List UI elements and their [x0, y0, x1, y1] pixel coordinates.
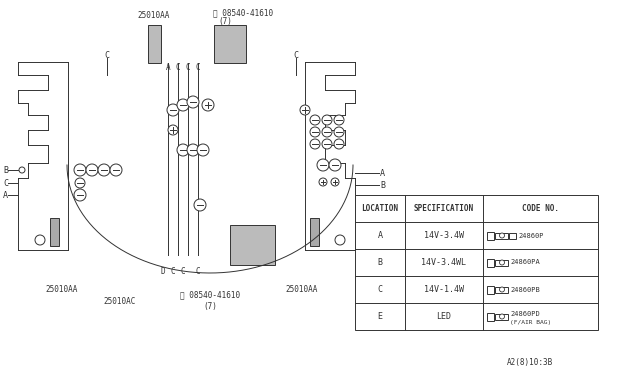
Text: (7): (7) [203, 301, 217, 311]
Circle shape [168, 125, 178, 135]
Bar [495, 232, 508, 238]
Circle shape [331, 178, 339, 186]
Circle shape [177, 99, 189, 111]
Bar [148, 25, 161, 63]
Circle shape [187, 144, 199, 156]
Bar [355, 195, 598, 330]
Text: 14V-3.4WL: 14V-3.4WL [422, 258, 467, 267]
Circle shape [75, 178, 85, 188]
Circle shape [319, 178, 327, 186]
Text: 25010AA: 25010AA [138, 11, 170, 20]
Circle shape [86, 164, 98, 176]
Circle shape [98, 164, 110, 176]
Bar [487, 259, 494, 266]
Circle shape [197, 144, 209, 156]
Circle shape [329, 159, 341, 171]
Text: C: C [196, 62, 200, 71]
Text: 14V-3.4W: 14V-3.4W [424, 231, 464, 240]
Text: 25010AA: 25010AA [286, 285, 318, 295]
Text: A: A [378, 231, 383, 240]
Bar [50, 218, 59, 246]
Circle shape [300, 105, 310, 115]
Text: C: C [196, 267, 200, 276]
Bar [310, 218, 319, 246]
Bar [509, 232, 516, 238]
Circle shape [187, 96, 199, 108]
Circle shape [310, 127, 320, 137]
Bar [214, 25, 246, 63]
Text: D: D [161, 267, 165, 276]
Bar [495, 314, 508, 320]
Circle shape [499, 287, 504, 292]
Circle shape [334, 127, 344, 137]
Circle shape [35, 235, 45, 245]
Circle shape [322, 139, 332, 149]
Circle shape [202, 99, 214, 111]
Circle shape [310, 139, 320, 149]
Bar [487, 285, 494, 294]
Circle shape [74, 189, 86, 201]
Text: 25010AA: 25010AA [46, 285, 78, 295]
Circle shape [322, 127, 332, 137]
Text: B: B [380, 180, 385, 189]
Text: C: C [186, 62, 190, 71]
Text: 24860PD: 24860PD [510, 311, 540, 317]
Text: B: B [3, 166, 8, 174]
Text: 24860P: 24860P [518, 232, 543, 238]
Text: B: B [378, 258, 383, 267]
Circle shape [499, 314, 504, 319]
Text: C: C [171, 267, 175, 276]
Text: (F/AIR BAG): (F/AIR BAG) [510, 320, 551, 325]
Text: CODE NO.: CODE NO. [522, 204, 559, 213]
Circle shape [317, 159, 329, 171]
Text: Ⓢ 08540-41610: Ⓢ 08540-41610 [180, 291, 240, 299]
Text: Ⓢ 08540-41610: Ⓢ 08540-41610 [213, 9, 273, 17]
Text: C: C [104, 51, 109, 60]
Text: A: A [166, 62, 170, 71]
Bar [495, 286, 508, 292]
Text: SPECIFICATION: SPECIFICATION [414, 204, 474, 213]
Circle shape [322, 115, 332, 125]
Text: 25010AC: 25010AC [104, 298, 136, 307]
Circle shape [194, 199, 206, 211]
Text: LOCATION: LOCATION [362, 204, 399, 213]
Text: C: C [180, 267, 186, 276]
Text: C: C [378, 285, 383, 294]
Text: 24860PA: 24860PA [510, 260, 540, 266]
Circle shape [167, 104, 179, 116]
Text: C: C [176, 62, 180, 71]
Text: C: C [3, 179, 8, 187]
Text: 24860PB: 24860PB [510, 286, 540, 292]
Circle shape [19, 167, 25, 173]
Text: 14V-1.4W: 14V-1.4W [424, 285, 464, 294]
Text: A: A [3, 190, 8, 199]
Circle shape [334, 139, 344, 149]
Bar [487, 312, 494, 321]
Circle shape [334, 115, 344, 125]
Circle shape [499, 233, 504, 238]
Bar [230, 225, 275, 265]
Circle shape [310, 115, 320, 125]
Bar [487, 231, 494, 240]
Text: E: E [378, 312, 383, 321]
Text: (7): (7) [218, 16, 232, 26]
Text: A2(8)10:3B: A2(8)10:3B [507, 359, 553, 368]
Text: LED: LED [436, 312, 451, 321]
Circle shape [499, 260, 504, 265]
Circle shape [110, 164, 122, 176]
Circle shape [335, 235, 345, 245]
Circle shape [177, 144, 189, 156]
Bar [495, 260, 508, 266]
Circle shape [74, 164, 86, 176]
Text: A: A [380, 169, 385, 177]
Text: C: C [294, 51, 298, 60]
